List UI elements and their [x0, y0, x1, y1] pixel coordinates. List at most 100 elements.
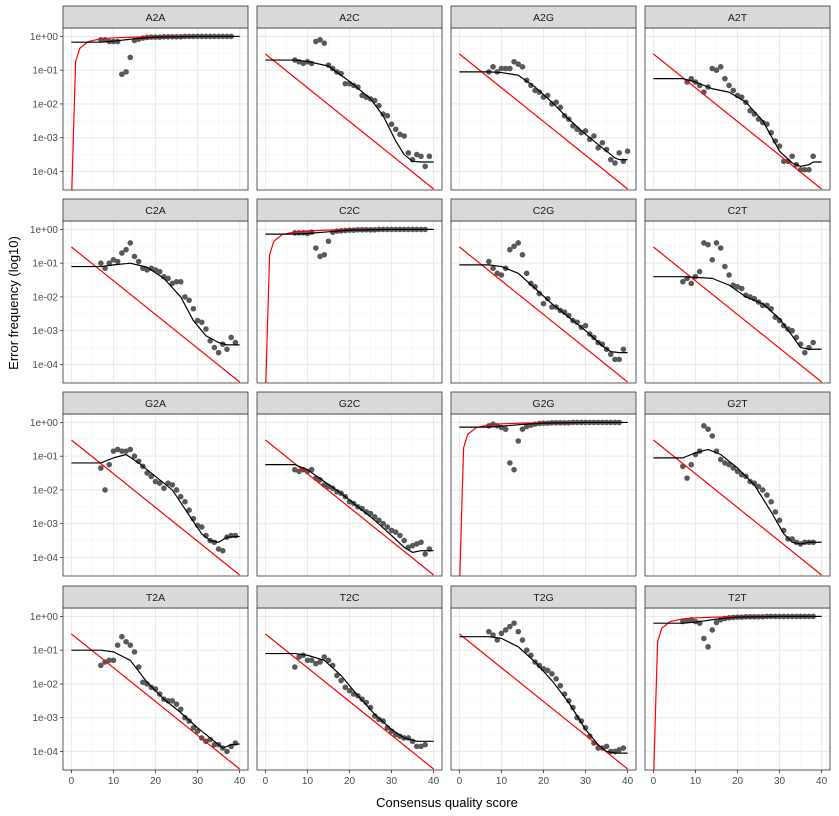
- data-point: [523, 423, 530, 430]
- facet-panel-t2c: T2C 0 10 20 30 40: [256, 585, 443, 787]
- data-point: [507, 246, 513, 253]
- data-point: [684, 475, 690, 481]
- y-tick-label: 1e-04: [32, 167, 58, 178]
- data-point: [759, 487, 766, 493]
- data-point: [110, 448, 117, 454]
- facet-strip-label: T2C: [340, 592, 360, 604]
- data-point: [772, 509, 779, 515]
- data-point: [207, 736, 213, 743]
- data-point: [490, 632, 496, 638]
- data-point: [317, 659, 323, 665]
- data-point: [190, 305, 197, 312]
- data-point: [182, 498, 188, 505]
- data-point: [119, 633, 125, 640]
- y-tick-label: 1e-01: [32, 452, 58, 463]
- data-point: [131, 253, 138, 260]
- data-point: [98, 465, 104, 471]
- fitted-error-line: [653, 448, 822, 545]
- facet-strip-label: G2G: [532, 398, 554, 410]
- data-point: [722, 75, 728, 82]
- data-point: [131, 453, 138, 459]
- panel-marks: [653, 423, 822, 576]
- data-point: [182, 714, 188, 721]
- data-point: [705, 241, 711, 248]
- data-point: [106, 657, 113, 664]
- data-point: [696, 268, 703, 275]
- y-tick-label: 1e-02: [32, 679, 58, 690]
- data-point: [321, 40, 328, 46]
- fitted-error-line: [71, 35, 240, 43]
- nominal-error-line: [71, 633, 240, 770]
- data-point: [215, 349, 222, 356]
- fitted-error-line: [265, 59, 434, 163]
- x-axis-title: Consensus quality score: [376, 795, 518, 810]
- data-point: [528, 82, 534, 89]
- data-point: [713, 619, 720, 626]
- y-tick-label: 1e+00: [30, 225, 59, 236]
- panel-marks: [653, 53, 822, 190]
- data-point: [194, 522, 201, 529]
- nominal-error-line: [653, 439, 822, 576]
- fitted-error-line: [265, 228, 434, 235]
- data-point: [186, 297, 192, 304]
- data-point: [536, 290, 543, 297]
- data-point: [203, 532, 209, 539]
- facet-strip: [62, 585, 249, 609]
- facet-strip-label: C2G: [533, 205, 555, 217]
- fitted-error-line: [265, 464, 434, 553]
- data-point: [709, 433, 716, 439]
- data-point: [540, 300, 547, 307]
- data-point: [173, 701, 180, 707]
- data-point: [422, 741, 428, 748]
- data-point: [384, 112, 391, 119]
- facet-strip: [644, 198, 831, 222]
- fitted-error-line: [653, 78, 822, 167]
- data-point: [106, 260, 113, 266]
- data-point: [211, 741, 218, 748]
- data-point: [810, 153, 816, 160]
- facet-strip: [450, 391, 637, 415]
- y-tick-label: 1e-03: [32, 326, 58, 337]
- data-point: [228, 334, 234, 341]
- fitted-error-line: [459, 71, 628, 161]
- data-point: [801, 166, 808, 173]
- x-tick-label: 0: [457, 776, 463, 787]
- y-tick-label: 1e-04: [32, 747, 58, 758]
- data-point: [177, 706, 184, 713]
- data-point: [502, 426, 509, 432]
- data-point: [574, 319, 580, 326]
- data-point: [498, 65, 505, 72]
- x-tick-label: 30: [580, 776, 592, 787]
- data-point: [219, 547, 226, 554]
- data-point: [114, 446, 121, 453]
- data-point: [182, 294, 188, 300]
- data-point: [680, 278, 686, 285]
- data-point: [359, 92, 365, 99]
- fitted-error-line: [71, 649, 240, 749]
- data-point: [426, 153, 433, 160]
- data-point: [557, 682, 564, 689]
- x-tick-label: 40: [234, 776, 246, 787]
- data-point: [194, 317, 201, 324]
- facet-panel-t2a: T2A 1e+00 1e-01 1e-02 1e-03 1e-04 0 10 20 30 40: [30, 585, 249, 787]
- data-point: [607, 156, 614, 163]
- data-point: [308, 657, 315, 664]
- data-point: [620, 346, 627, 353]
- data-point: [528, 280, 534, 287]
- data-point: [726, 272, 732, 278]
- data-point: [98, 260, 104, 266]
- data-point: [759, 302, 766, 309]
- data-point: [586, 136, 593, 143]
- y-tick-label: 1e-01: [32, 646, 58, 657]
- data-point: [734, 284, 741, 290]
- data-point: [317, 477, 323, 483]
- data-point: [203, 326, 209, 332]
- data-point: [498, 272, 505, 278]
- data-point: [313, 245, 319, 251]
- data-point: [198, 319, 205, 326]
- x-tick-label: 20: [150, 776, 162, 787]
- y-tick-label: 1e-03: [32, 713, 58, 724]
- data-point: [123, 448, 129, 454]
- x-tick-label: 10: [690, 776, 702, 787]
